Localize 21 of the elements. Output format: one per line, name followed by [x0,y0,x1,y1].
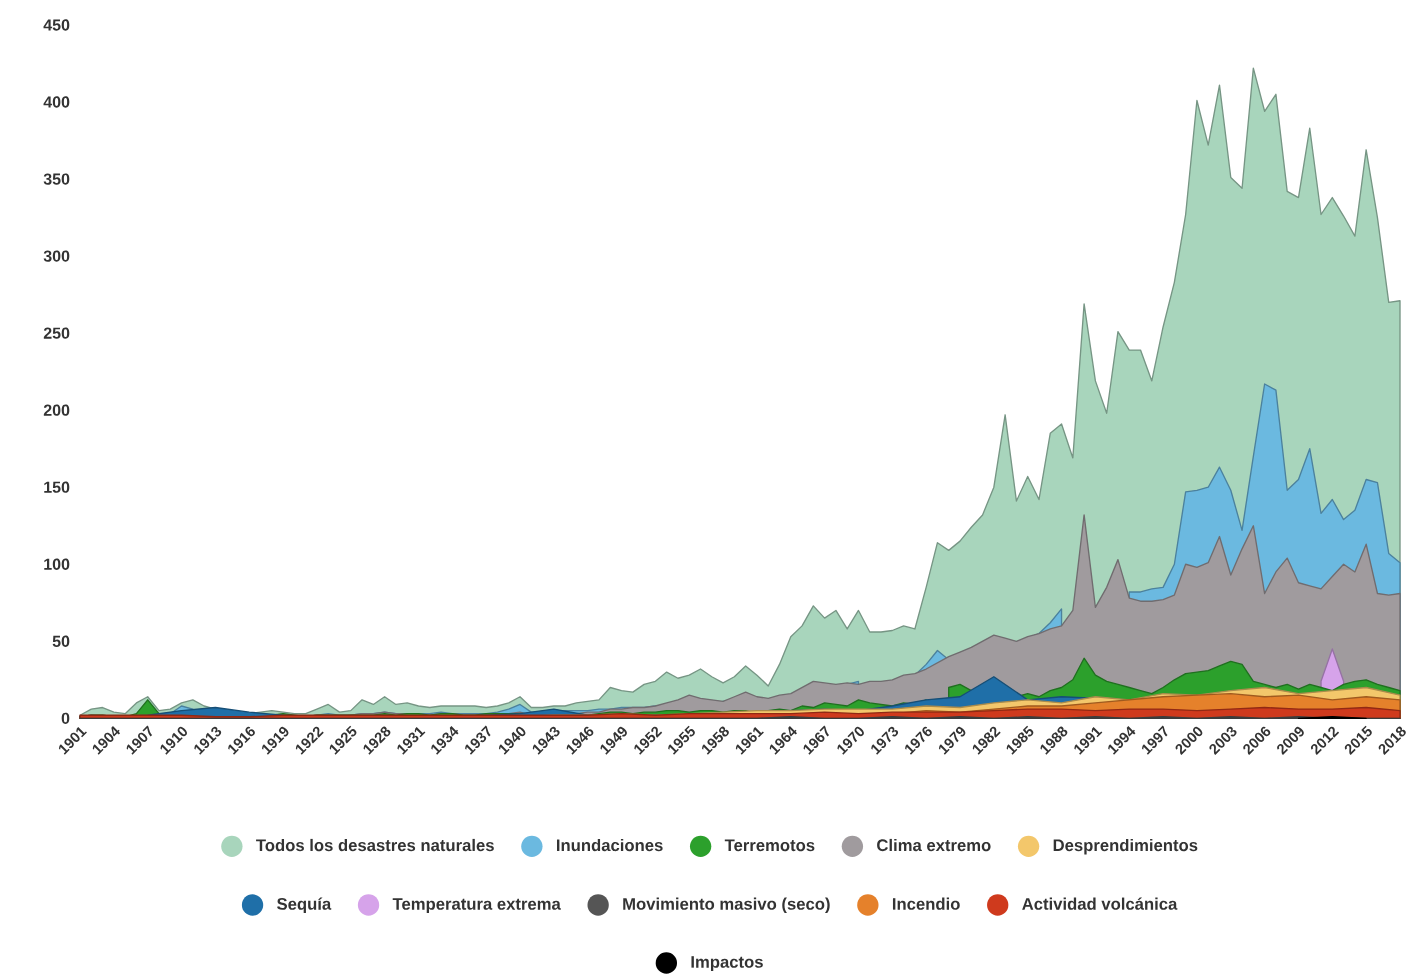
y-tick-label: 0 [61,712,70,724]
legend-label: Todos los desastres naturales [256,838,494,852]
y-tick-label: 400 [43,96,70,108]
y-tick-label: 100 [44,558,70,570]
legend-label: Movimiento masivo (seco) [623,897,830,914]
y-tick-label: 200 [43,404,70,416]
y-tick-label: 450 [43,19,70,31]
legend-label: Temperatura extrema [392,898,561,914]
legend-label: Terremotos [724,839,815,852]
legend-label: Sequía [277,897,332,914]
y-tick-label: 300 [43,250,70,262]
legend-label: Actividad volcánica [1022,897,1178,910]
y-tick-label: 350 [43,173,70,185]
legend-label: Clima extremo [877,838,991,852]
y-tick-label: 50 [52,635,70,647]
legend-label: Impactos [691,956,763,972]
legend-label: Desprendimientos [1053,838,1198,855]
y-tick-label: 250 [43,327,70,339]
y-tick-label: 150 [44,481,70,493]
legend-label: Inundaciones [556,838,663,852]
legend-label: Incendio [892,897,960,910]
